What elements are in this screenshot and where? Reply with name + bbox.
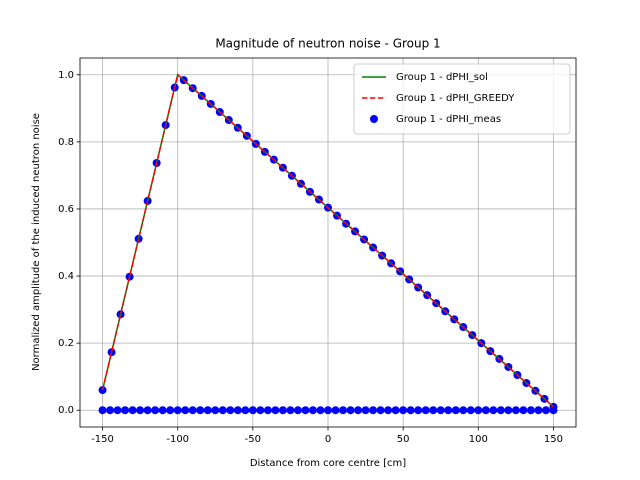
scatter-point — [451, 406, 460, 415]
x-tick-label: 50 — [397, 434, 410, 445]
scatter-point — [421, 406, 430, 415]
scatter-point — [346, 406, 355, 415]
scatter-point — [173, 406, 182, 415]
x-tick-label: -100 — [166, 434, 189, 445]
scatter-point — [474, 406, 483, 415]
scatter-point — [399, 406, 408, 415]
y-tick-label: 1.0 — [58, 70, 74, 81]
y-tick-label: 0.8 — [58, 137, 74, 148]
scatter-point — [271, 406, 280, 415]
scatter-point — [444, 406, 453, 415]
scatter-point — [541, 406, 550, 415]
scatter-point — [466, 406, 475, 415]
scatter-point — [128, 406, 137, 415]
x-tick-label: 150 — [544, 434, 563, 445]
scatter-point — [504, 406, 513, 415]
legend-label: Group 1 - dPHI_GREEDY — [396, 93, 515, 104]
axes-frame — [79, 57, 577, 428]
scatter-point — [301, 406, 310, 415]
scatter-point — [384, 406, 393, 415]
scatter-point — [316, 406, 325, 415]
y-tick-label: 0.2 — [58, 338, 74, 349]
plot-area: -150 -100 -50 0 50 100 150 0.0 0.2 0.4 0.6 0.8 1.0 Gr… — [58, 57, 577, 445]
scatter-point — [121, 406, 130, 415]
scatter-point — [376, 406, 385, 415]
scatter-point — [286, 406, 295, 415]
scatter-point — [113, 406, 122, 415]
scatter-point — [489, 406, 498, 415]
legend-label: Group 1 - dPHI_sol — [396, 72, 488, 83]
scatter-point — [136, 406, 145, 415]
x-tick-label: -150 — [91, 434, 114, 445]
scatter-point — [414, 406, 423, 415]
y-tick-label: 0.0 — [58, 405, 74, 416]
y-tick-label: 0.4 — [58, 271, 74, 282]
scatter-point — [293, 406, 302, 415]
scatter-point — [263, 406, 272, 415]
line — [101, 73, 554, 408]
y-axis-label: Normalized amplitude of the induced neut… — [31, 113, 42, 371]
x-axis-label: Distance from core centre [cm] — [250, 458, 406, 469]
y-tick-label: 0.6 — [58, 204, 74, 215]
scatter-point — [151, 406, 160, 415]
scatter-point — [519, 406, 528, 415]
scatter-point — [406, 406, 415, 415]
scatter-point — [181, 406, 190, 415]
scatter-point — [278, 406, 287, 415]
scatter-point — [324, 406, 332, 415]
scatter-point — [143, 406, 152, 415]
scatter-point — [361, 406, 370, 415]
scatter-point — [391, 406, 400, 415]
scatter-point — [534, 406, 543, 415]
legend: Group 1 - dPHI_sol Group 1 - dPHI_GREEDY G… — [353, 63, 571, 135]
scatter-point — [354, 406, 363, 415]
scatter-point — [241, 406, 250, 415]
scatter-point — [233, 406, 242, 415]
scatter-point — [429, 406, 438, 415]
scatter-point — [331, 406, 340, 415]
chart-title: Magnitude of neutron noise - Group 1 — [215, 37, 440, 51]
scatter-point — [496, 406, 505, 415]
scatter-point — [166, 406, 175, 415]
scatter-point — [511, 406, 520, 415]
scatter-point — [549, 406, 558, 415]
scatter-point — [308, 406, 317, 415]
scatter-point — [248, 406, 257, 415]
legend-marker — [370, 115, 378, 123]
scatter-point — [106, 406, 115, 415]
scatter-point — [98, 406, 107, 415]
x-tick-label: 100 — [469, 434, 488, 445]
x-tick-label: 0 — [325, 434, 331, 445]
legend-box — [353, 63, 571, 135]
scatter-point — [256, 406, 265, 415]
scatter-point — [481, 406, 490, 415]
scatter-point — [526, 406, 535, 415]
legend-label: Group 1 - dPHI_meas — [396, 114, 501, 125]
scatter-point — [459, 406, 468, 415]
scatter-point — [188, 406, 197, 415]
scatter-point — [203, 406, 212, 415]
scatter-point — [339, 406, 348, 415]
scatter-point — [158, 406, 167, 415]
scatter-point — [211, 406, 220, 415]
scatter-point — [436, 406, 445, 415]
scatter-point — [218, 406, 227, 415]
scatter-point — [369, 406, 378, 415]
scatter-point — [226, 406, 235, 415]
x-tick-label: -50 — [245, 434, 261, 445]
scatter-point — [196, 406, 205, 415]
